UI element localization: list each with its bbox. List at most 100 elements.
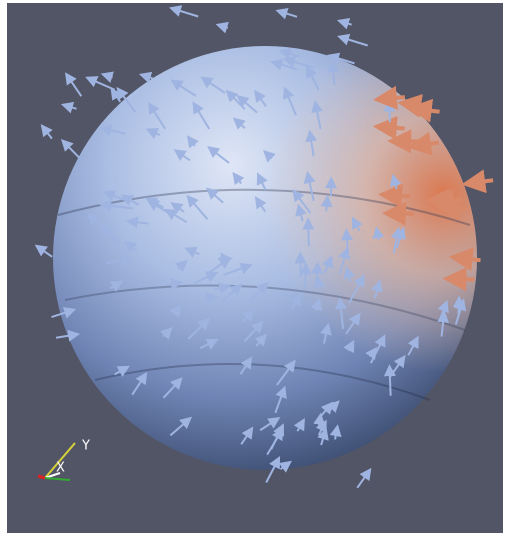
- glyph-arrow: [162, 377, 183, 399]
- glyph-arrow: [259, 417, 281, 432]
- glyph-arrow: [200, 76, 226, 94]
- orientation-axes: X Y: [37, 439, 90, 481]
- glyph-arrow: [274, 385, 287, 414]
- glyph-arrow: [138, 71, 153, 84]
- glyph-arrow: [383, 99, 396, 123]
- glyph-arrow: [123, 240, 138, 253]
- glyph-arrow: [170, 79, 197, 97]
- glyph-arrow: [329, 424, 342, 440]
- sphere: [53, 46, 477, 470]
- glyph-arrow: [278, 460, 292, 473]
- glyph-arrow: [437, 310, 450, 337]
- glyph-arrow: [338, 246, 351, 275]
- facet-band: [57, 188, 471, 226]
- glyph-arrow: [302, 217, 315, 247]
- glyph-arrow: [313, 275, 326, 290]
- glyph-arrow: [174, 259, 188, 273]
- glyph-arrow: [292, 189, 312, 214]
- glyph-arrow: [232, 171, 245, 186]
- glyph-arrow: [109, 280, 124, 292]
- glyph-arrow: [337, 33, 368, 47]
- glyph-arrow: [430, 188, 463, 213]
- glyph-arrow: [240, 426, 254, 445]
- glyph-arrow: [99, 225, 121, 244]
- glyph-arrow: [170, 202, 185, 214]
- glyph-arrow: [86, 212, 101, 226]
- glyph-arrow: [40, 124, 53, 140]
- glyph-arrow: [254, 196, 267, 213]
- glyph-arrow: [435, 195, 468, 220]
- x-axis-label: X: [56, 461, 65, 476]
- glyph-arrow: [372, 226, 385, 240]
- glyph-arrow: [148, 101, 167, 130]
- glyph-arrow: [165, 277, 184, 290]
- glyph-arrow: [173, 149, 191, 162]
- glyph-arrow: [327, 52, 355, 65]
- glyph-arrow: [327, 60, 339, 85]
- glyph-arrow: [316, 401, 334, 422]
- glyph-arrow: [372, 116, 405, 140]
- glyph-arrow: [222, 283, 243, 302]
- glyph-arrows: [34, 5, 494, 489]
- glyph-arrow: [186, 135, 199, 149]
- glyph-arrow: [407, 335, 419, 356]
- glyph-arrow: [310, 297, 323, 312]
- glyph-arrow: [105, 254, 134, 267]
- glyph-arrow: [169, 416, 193, 437]
- axis-base: [44, 477, 71, 481]
- glyph-arrow: [168, 5, 199, 18]
- glyph-arrow: [206, 187, 224, 204]
- glyph-arrow: [383, 364, 396, 396]
- y-axis: [44, 442, 76, 479]
- glyph-arrow: [241, 308, 255, 322]
- glyph-arrow: [248, 281, 269, 303]
- glyph-arrow: [293, 417, 305, 432]
- glyph-arrow: [125, 216, 149, 229]
- glyph-arrow: [397, 93, 430, 118]
- facet-band: [94, 363, 431, 401]
- z-axis: [37, 474, 46, 480]
- glyph-arrow: [299, 262, 312, 288]
- glyph-arrow: [215, 21, 229, 34]
- glyph-arrow: [388, 354, 406, 379]
- glyph-arrow: [336, 17, 352, 30]
- glyph-arrow: [65, 72, 83, 97]
- glyph-arrow: [236, 94, 258, 114]
- glyph-arrow: [320, 322, 332, 344]
- glyph-arrow: [51, 307, 77, 319]
- glyph-arrow: [448, 247, 481, 272]
- glyph-arrow: [265, 455, 281, 483]
- glyph-arrow: [371, 279, 383, 299]
- glyph-arrow: [192, 101, 211, 130]
- glyph-arrow: [186, 194, 209, 220]
- glyph-arrow: [442, 267, 475, 292]
- y-axis-label: Y: [81, 439, 90, 454]
- glyph-arrow: [131, 371, 148, 396]
- glyph-arrow: [99, 124, 126, 137]
- glyph-arrow: [254, 89, 267, 107]
- glyph-arrow: [452, 295, 465, 315]
- glyph-arrow: [290, 293, 302, 310]
- glyph-arrow: [207, 146, 230, 164]
- glyph-arrow: [365, 346, 378, 361]
- glyph-arrow: [199, 338, 219, 350]
- glyph-arrow: [60, 139, 80, 159]
- glyph-arrow: [160, 326, 173, 340]
- x-axis: [44, 472, 61, 479]
- glyph-arrow: [351, 216, 363, 232]
- glyph-arrow: [223, 262, 253, 276]
- glyph-arrow: [278, 48, 300, 60]
- glyph-arrow: [114, 365, 130, 377]
- glyph-arrow: [60, 101, 77, 114]
- glyph-arrow: [283, 56, 314, 69]
- glyph-arrow: [305, 129, 318, 157]
- glyph-arrow: [276, 359, 296, 386]
- sphere-heat: [53, 46, 477, 470]
- glyph-arrow: [275, 7, 298, 20]
- glyph-arrow: [461, 169, 494, 194]
- glyph-arrow: [100, 71, 114, 83]
- glyph-arrow: [372, 85, 406, 110]
- glyph-arrow: [205, 257, 232, 276]
